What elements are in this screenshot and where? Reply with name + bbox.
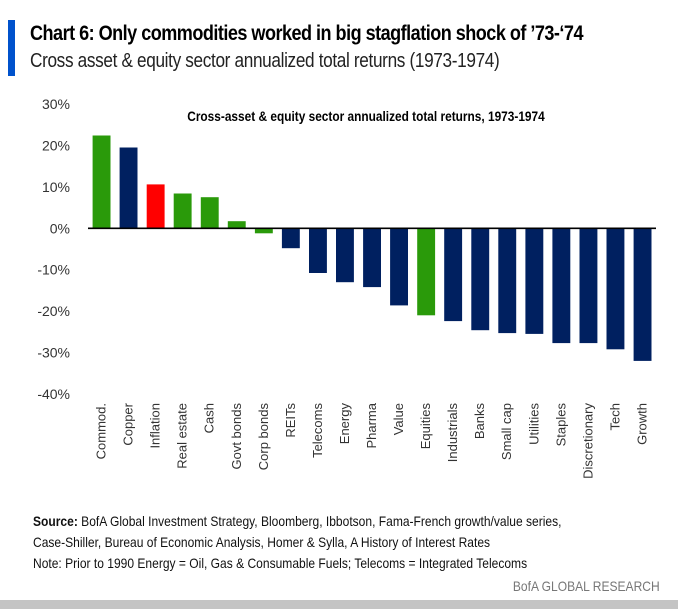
source-text: BofA Global Investment Strategy, Bloombe… [77,513,562,529]
bar-staples [552,228,571,344]
x-tick-label: Commod. [94,403,109,459]
brand-label: BofA GLOBAL RESEARCH [513,578,660,594]
bar-equities [417,228,436,316]
bar-tech [606,228,625,350]
x-tick-label: Staples [553,403,568,447]
y-tick-label: 20% [42,137,70,153]
x-tick-label: REITs [283,403,298,438]
bar-copper [119,147,138,229]
source-line-2: Case-Shiller, Bureau of Economic Analysi… [33,534,491,550]
x-tick-label: Banks [472,403,487,440]
x-tick-label: Industrials [445,403,460,463]
x-tick-label: Telecoms [310,403,325,458]
x-tick-label: Tech [607,403,622,430]
bar-telecoms [309,228,327,273]
x-tick-label: Utilities [526,403,541,445]
bar-banks [471,228,490,331]
x-tick-label: Value [391,403,406,435]
bar-value [390,228,408,306]
bar-commod [92,135,111,229]
x-tick-label: Pharma [364,402,379,448]
y-tick-label: -40% [37,386,70,402]
y-tick-label: 30% [42,96,70,112]
bar-real-estate [173,193,192,229]
x-tick-label: Energy [337,403,352,445]
x-tick-label: Corp bonds [256,403,271,471]
bar-pharma [363,228,381,288]
accent-bar [8,20,15,76]
x-tick-label: Discretionary [580,403,595,479]
bar-industrials [444,228,463,322]
bar-utilities [525,228,544,334]
x-tick-label: Govt bonds [229,403,244,470]
bar-small-cap [498,228,517,334]
page-subtitle: Cross asset & equity sector annualized t… [30,50,500,72]
source-line: Source: BofA Global Investment Strategy,… [33,511,561,532]
x-tick-label: Cash [202,403,217,433]
bar-govt-bonds [227,221,246,229]
bar-cash [200,197,219,229]
source-label: Source: [33,513,78,529]
footer-notes: Source: BofA Global Investment Strategy,… [33,511,561,574]
x-tick-label: Copper [121,402,136,445]
x-tick-label: Real estate [175,403,190,469]
y-tick-label: 10% [42,179,70,195]
y-tick-label: -30% [37,345,70,361]
bar-growth [633,228,652,361]
bar-inflation [146,184,165,229]
bar-corp-bonds [254,228,273,234]
bar-energy [336,228,354,283]
note-line: Note: Prior to 1990 Energy = Oil, Gas & … [33,555,528,571]
y-tick-label: -20% [37,303,70,319]
bar-chart: Cross-asset & equity sector annualized t… [37,96,656,479]
bottom-strip [0,600,678,609]
page-title: Chart 6: Only commodities worked in big … [30,22,583,45]
x-tick-label: Equities [418,403,433,450]
x-tick-label: Small cap [499,403,514,460]
bar-reits [281,228,300,249]
y-tick-label: -10% [37,262,70,278]
bar-discretionary [579,228,598,344]
x-tick-label: Inflation [148,403,163,449]
chart-title: Cross-asset & equity sector annualized t… [187,108,545,124]
y-tick-label: 0% [50,220,70,236]
x-tick-label: Growth [634,403,649,445]
